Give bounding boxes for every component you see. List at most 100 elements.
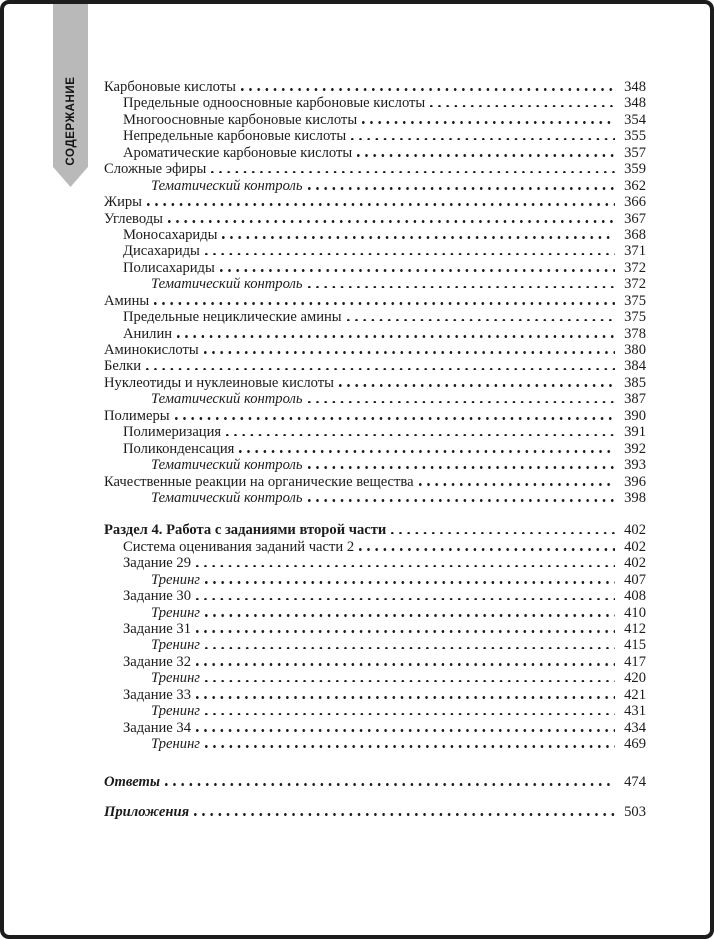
dot-leader	[430, 104, 615, 108]
toc-entry-label: Тренинг	[151, 571, 200, 588]
toc-entry-label: Тематический контроль	[151, 276, 303, 293]
dot-leader	[165, 782, 615, 786]
toc-entry-page: 357	[624, 144, 646, 161]
toc-entry: Жиры 366	[104, 194, 646, 210]
toc-entry-label: Дисахариды	[123, 243, 200, 260]
toc-entry-page: 354	[624, 111, 646, 128]
toc-entry: Предельные нециклические амины 375	[104, 309, 646, 325]
dot-leader	[307, 498, 615, 502]
dot-leader	[205, 679, 615, 683]
dot-leader	[219, 268, 615, 272]
toc-entry: Ответы 474	[104, 774, 646, 790]
toc-entry-page: 415	[624, 637, 646, 654]
toc-entry-page: 387	[624, 391, 646, 408]
toc-entry: Тренинг 431	[104, 703, 646, 719]
toc-entry-label: Поликонденсация	[123, 440, 235, 457]
toc-entry-label: Система оценивания заданий части 2	[123, 538, 355, 555]
toc-entry-label: Моносахариды	[123, 226, 218, 243]
toc-entry-page: 355	[624, 128, 646, 145]
dot-leader	[205, 745, 615, 749]
toc-entry-page: 412	[624, 621, 646, 637]
toc-entry-page: 371	[624, 243, 646, 260]
dot-leader	[338, 383, 615, 387]
toc-entry-page: 410	[624, 604, 646, 621]
dot-leader	[147, 203, 615, 207]
toc-entry: Задание 33 421	[104, 687, 646, 703]
toc-entry: Нуклеотиды и нуклеиновые кислоты 385	[104, 375, 646, 391]
toc-entry: Белки 384	[104, 358, 646, 374]
toc-entry: Многоосновные карбоновые кислоты 354	[104, 112, 646, 128]
toc-entry: Карбоновые кислоты 348	[104, 79, 646, 95]
toc-entry-label: Ароматические карбоновые кислоты	[123, 144, 353, 161]
toc-entry: Тематический контроль 393	[104, 457, 646, 473]
toc-entry: Аминокислоты 380	[104, 342, 646, 358]
toc-entry-label: Предельные нециклические амины	[123, 309, 342, 326]
toc-entry: Тренинг 469	[104, 736, 646, 752]
toc-entry: Поликонденсация 392	[104, 441, 646, 457]
toc-entry-label: Задание 33	[123, 686, 192, 703]
toc-entry-label: Тематический контроль	[151, 489, 303, 506]
toc-entry: Тренинг 415	[104, 637, 646, 653]
dot-leader	[203, 351, 615, 354]
toc-entry-page: 391	[624, 424, 646, 441]
toc-entry-label: Амины	[104, 292, 150, 309]
toc-entry: Задание 29 402	[104, 555, 646, 571]
toc-entry-label: Задание 31	[123, 621, 192, 637]
toc-entry-page: 398	[624, 489, 646, 506]
dot-leader	[174, 416, 615, 420]
toc-entry-page: 402	[624, 538, 646, 555]
toc-entry-page: 396	[624, 473, 646, 490]
dot-leader	[307, 400, 615, 404]
toc-entry-label: Анилин	[123, 325, 173, 342]
toc-entry: Качественные реакции на органические вещ…	[104, 474, 646, 490]
toc-entry: Углеводы 367	[104, 211, 646, 227]
dot-leader	[240, 88, 615, 91]
toc-entry-label: Приложения	[104, 803, 190, 820]
toc-entry-label: Полисахариды	[123, 259, 215, 276]
toc-entry-page: 362	[624, 177, 646, 194]
dot-leader	[205, 613, 615, 617]
toc-entry-label: Полимеры	[104, 407, 170, 424]
toc-entry-page: 421	[624, 686, 646, 703]
toc-entry-label: Белки	[104, 358, 142, 375]
contents-ribbon-label: СОДЕРЖАНИЕ	[64, 76, 77, 166]
toc-entry: Задание 31 412	[104, 621, 646, 637]
dot-leader	[226, 433, 615, 437]
toc-entry-page: 434	[624, 719, 646, 736]
toc-entry-page: 402	[624, 555, 646, 572]
toc-entry-label: Тематический контроль	[151, 391, 303, 408]
toc-entry: Задание 30 408	[104, 588, 646, 604]
toc-entry-label: Задание 29	[123, 555, 192, 572]
toc-entry: Тренинг 407	[104, 572, 646, 588]
toc-entry: Полимеризация 391	[104, 424, 646, 440]
dot-leader	[359, 547, 615, 551]
toc-entry-label: Полимеризация	[123, 424, 222, 441]
toc-entry-page: 380	[624, 342, 646, 358]
toc-entry: Задание 34 434	[104, 720, 646, 736]
toc-entry: Амины 375	[104, 293, 646, 309]
dot-leader	[346, 318, 615, 322]
toc-entry: Моносахариды 368	[104, 227, 646, 243]
toc-entry: Анилин 378	[104, 326, 646, 342]
dot-leader	[196, 728, 615, 732]
toc-entry-page: 407	[624, 571, 646, 588]
toc-entry-label: Углеводы	[104, 210, 163, 227]
toc-entry-page: 367	[624, 210, 646, 227]
toc-entry-page: 393	[624, 457, 646, 474]
toc-entry-page: 375	[624, 292, 646, 309]
dot-leader	[239, 449, 615, 453]
toc-entry-label: Многоосновные карбоновые кислоты	[123, 111, 358, 128]
toc-entry-page: 474	[624, 773, 646, 790]
toc-entry-label: Карбоновые кислоты	[104, 79, 236, 95]
toc-entry-label: Тренинг	[151, 637, 200, 654]
toc-entry: Задание 32 417	[104, 654, 646, 670]
dot-leader	[307, 285, 615, 289]
toc-entry-page: 378	[624, 325, 646, 342]
contents-ribbon: СОДЕРЖАНИЕ	[53, 4, 88, 187]
dot-leader	[418, 482, 615, 486]
toc-entry-label: Аминокислоты	[104, 342, 199, 358]
toc-entry-page: 359	[624, 161, 646, 178]
toc-entry-page: 368	[624, 226, 646, 243]
dot-leader	[196, 662, 615, 666]
